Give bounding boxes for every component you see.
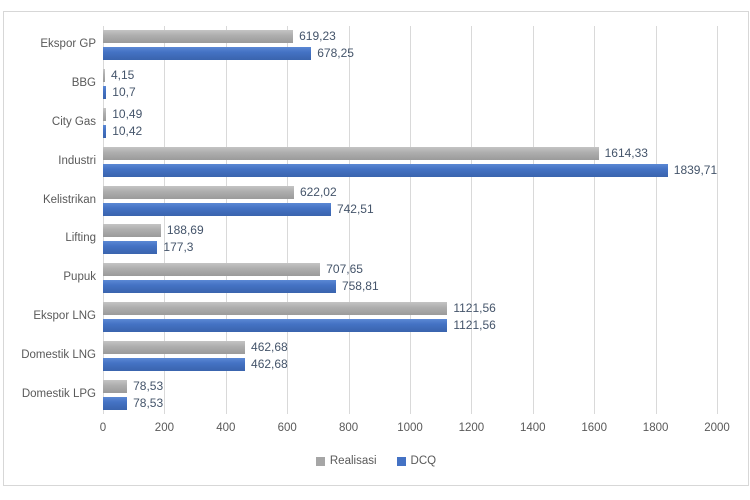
bar-realisasi-domestik-lpg	[103, 379, 128, 393]
x-tick-label-1800: 1800	[642, 422, 669, 434]
category-label-ekspor-gp: Ekspor GP	[40, 38, 96, 51]
gridline	[717, 26, 718, 414]
x-tick-label-0: 0	[99, 422, 107, 434]
category-label-pupuk: Pupuk	[63, 271, 96, 284]
x-tick-label-1200: 1200	[458, 422, 485, 434]
bar-realisasi-kelistrikan	[103, 185, 294, 199]
x-tick-label-1600: 1600	[581, 422, 607, 434]
x-tick-label-1400: 1400	[520, 422, 546, 434]
bar-dcq-city-gas	[103, 125, 107, 138]
legend-swatch-realisasi	[315, 456, 325, 466]
value-label-dcq: 742,51	[336, 201, 374, 216]
x-tick-label-400: 400	[216, 422, 236, 434]
value-label-realisasi: 619,23	[299, 29, 336, 44]
value-label-dcq: 678,25	[317, 46, 354, 61]
bar-dcq-kelistrikan	[103, 202, 331, 216]
category-label-bbg: BBG	[71, 77, 96, 90]
bar-dcq-ekspor-gp	[103, 47, 312, 61]
value-label-realisasi: 462,68	[251, 339, 288, 354]
bar-dcq-pupuk	[103, 280, 336, 294]
bar-dcq-industri	[103, 163, 668, 177]
gridline	[225, 26, 227, 414]
x-tick-label-600: 600	[277, 422, 297, 434]
category-label-ekspor-lng: Ekspor LNG	[33, 310, 96, 322]
legend-swatch-dcq	[396, 456, 406, 466]
value-label-realisasi: 10,49	[112, 107, 143, 121]
value-label-realisasi: 1121,56	[453, 301, 496, 315]
value-label-dcq: 1121,56	[453, 318, 496, 332]
category-label-domestik-lpg: Domestik LPG	[21, 387, 96, 400]
gridline	[410, 26, 411, 414]
legend-label-dcq: DCQ	[410, 455, 437, 467]
value-label-realisasi: 188,69	[166, 223, 204, 238]
value-label-dcq: 177,3	[163, 240, 194, 255]
value-label-realisasi: 1614,33	[604, 145, 648, 160]
bar-dcq-ekspor-lng	[103, 319, 448, 332]
value-label-dcq: 78,53	[133, 395, 164, 410]
category-label-kelistrikan: Kelistrikan	[42, 193, 96, 206]
gridline	[103, 26, 104, 414]
category-label-lifting: Lifting	[65, 232, 96, 245]
category-label-industri: Industri	[58, 154, 96, 167]
value-label-dcq: 10,42	[112, 124, 143, 138]
legend-label-realisasi: Realisasi	[329, 455, 377, 467]
value-label-realisasi: 4,15	[111, 68, 135, 83]
bar-realisasi-lifting	[103, 224, 161, 238]
x-tick-label-2000: 2000	[704, 422, 730, 434]
legend-item-dcq: DCQ	[396, 455, 437, 467]
category-label-city-gas: City Gas	[51, 116, 96, 128]
value-label-realisasi: 707,65	[326, 262, 363, 277]
bar-realisasi-city-gas	[103, 108, 107, 121]
legend-item-realisasi: Realisasi	[315, 455, 377, 467]
x-tick-label-1000: 1000	[397, 422, 423, 434]
bar-dcq-lifting	[103, 241, 158, 255]
bar-realisasi-bbg	[103, 69, 105, 83]
value-label-dcq: 10,7	[112, 85, 136, 100]
gridline	[287, 26, 289, 414]
value-label-dcq: 462,68	[251, 356, 288, 371]
value-label-realisasi: 622,02	[299, 184, 337, 199]
bar-realisasi-ekspor-gp	[103, 30, 294, 44]
value-label-dcq: 758,81	[341, 279, 379, 294]
x-tick-label-200: 200	[154, 422, 174, 434]
value-label-dcq: 1839,71	[673, 162, 718, 177]
gridline	[164, 26, 166, 414]
legend: Realisasi DCQ	[4, 455, 748, 467]
category-label-domestik-lng: Domestik LNG	[21, 348, 96, 361]
x-tick-label-800: 800	[339, 422, 359, 434]
gridline	[532, 26, 534, 414]
bar-dcq-bbg	[103, 86, 107, 100]
plot-area: 619,23 678,25 4,15 10,7 10,49 10,42 1614,33 183…	[103, 26, 718, 414]
gridline	[348, 26, 350, 414]
value-label-realisasi: 78,53	[133, 378, 164, 393]
bar-dcq-domestik-lpg	[103, 396, 128, 410]
gridline	[471, 26, 473, 414]
gridline	[594, 26, 596, 414]
chart-frame: 619,23 678,25 4,15 10,7 10,49 10,42 1614,33 183…	[3, 11, 749, 486]
bar-realisasi-domestik-lng	[103, 340, 246, 354]
bar-realisasi-pupuk	[103, 263, 321, 277]
bar-dcq-domestik-lng	[103, 357, 246, 371]
gridline	[655, 26, 657, 414]
bar-realisasi-ekspor-lng	[103, 302, 448, 315]
bar-realisasi-industri	[103, 146, 599, 160]
